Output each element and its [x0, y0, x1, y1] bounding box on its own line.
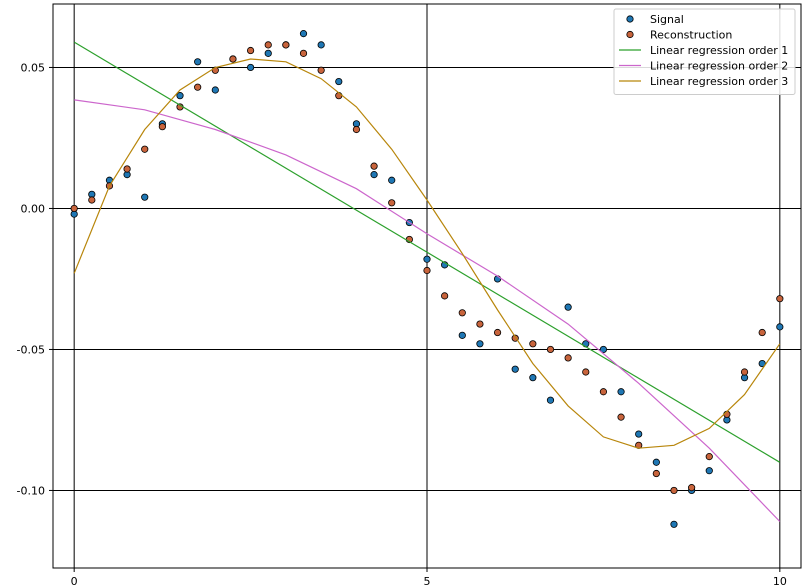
reconstruction-point: [352, 125, 361, 134]
reconstruction-point: [776, 295, 784, 303]
reconstruction-point: [282, 41, 290, 49]
signal-point: [264, 49, 272, 57]
axis-ticks: 0 5 10 0.05 0.00 -0.05 -0.10: [17, 61, 787, 588]
reconstruction-point: [246, 46, 255, 55]
series-layer: [70, 30, 784, 528]
reconstruction-point: [441, 292, 449, 300]
y-tick-label: -0.10: [17, 484, 45, 497]
reconstruction-point: [493, 328, 502, 337]
signal-point: [299, 30, 308, 38]
signal-point: [705, 467, 713, 475]
reconstruction-point: [88, 196, 96, 204]
legend-label: Linear regression order 3: [650, 75, 788, 88]
reconstruction-point: [194, 83, 202, 91]
linear-regression-order-2-line: [74, 99, 781, 522]
reconstruction-point: [670, 486, 678, 495]
signal-point: [546, 396, 555, 404]
legend-label: Reconstruction: [650, 29, 732, 42]
reconstruction-point: [158, 123, 166, 131]
legend: Signal Reconstruction Linear regression or…: [613, 8, 796, 95]
signal-point: [370, 171, 378, 179]
signal-point: [211, 86, 219, 94]
reconstruction-point: [758, 328, 766, 337]
reconstruction-point: [317, 66, 325, 74]
legend-box: [613, 8, 796, 95]
y-tick-label: 0.05: [21, 61, 46, 74]
signal-point: [776, 323, 784, 331]
reconstruction-point: [652, 469, 660, 478]
signal-legend-marker: [626, 15, 634, 23]
signal-point: [388, 176, 396, 184]
signal-point: [476, 340, 484, 348]
signal-point: [458, 331, 466, 339]
legend-label: Linear regression order 2: [650, 60, 788, 73]
x-tick-label: 5: [424, 575, 431, 588]
signal-point: [564, 303, 572, 311]
reconstruction-legend-marker: [626, 30, 634, 39]
signal-point: [317, 41, 325, 49]
linear-regression-order-1-line: [73, 41, 781, 463]
reconstruction-point: [599, 388, 608, 396]
signal-point: [335, 77, 343, 86]
signal-point: [529, 374, 537, 382]
signal-point: [635, 430, 643, 438]
reconstruction-point: [476, 320, 484, 328]
signal-point: [141, 193, 149, 201]
reconstruction-point: [70, 204, 78, 213]
reconstruction-point: [546, 345, 555, 354]
reconstruction-series: [70, 41, 784, 495]
linear-regression-order-3-series: [73, 58, 781, 449]
reconstruction-point: [705, 453, 713, 461]
signal-point: [511, 365, 519, 373]
legend-label: Linear regression order 1: [650, 44, 788, 57]
signal-point: [176, 92, 184, 100]
linear-regression-order-3-line: [73, 58, 781, 449]
x-tick-label: 0: [71, 575, 78, 588]
reconstruction-point: [123, 165, 131, 173]
y-tick-label: 0.00: [21, 202, 46, 215]
legend-label: Signal: [650, 13, 684, 26]
reconstruction-point: [264, 41, 272, 49]
reconstruction-point: [388, 199, 396, 207]
signal-point: [599, 345, 608, 354]
reconstruction-point: [370, 162, 378, 170]
reconstruction-point: [141, 145, 149, 153]
reconstruction-point: [564, 354, 572, 362]
reconstruction-point: [740, 368, 749, 376]
signal-point: [423, 255, 431, 263]
signal-point: [652, 458, 660, 466]
x-tick-label: 10: [773, 575, 787, 588]
reconstruction-point: [617, 413, 625, 421]
reconstruction-point: [529, 340, 537, 348]
reconstruction-point: [582, 368, 590, 376]
reconstruction-point: [458, 309, 466, 317]
y-tick-label: -0.05: [17, 343, 45, 356]
linear-regression-order-2-series: [74, 99, 781, 522]
signal-point: [246, 63, 255, 72]
signal-point: [194, 58, 202, 66]
reconstruction-point: [299, 49, 308, 57]
signal-point: [670, 520, 678, 528]
reconstruction-point: [423, 266, 431, 275]
reconstruction-point: [229, 55, 237, 63]
signal-point: [617, 388, 625, 396]
reconstruction-point: [688, 484, 696, 492]
linear-regression-order-1-series: [73, 41, 781, 463]
